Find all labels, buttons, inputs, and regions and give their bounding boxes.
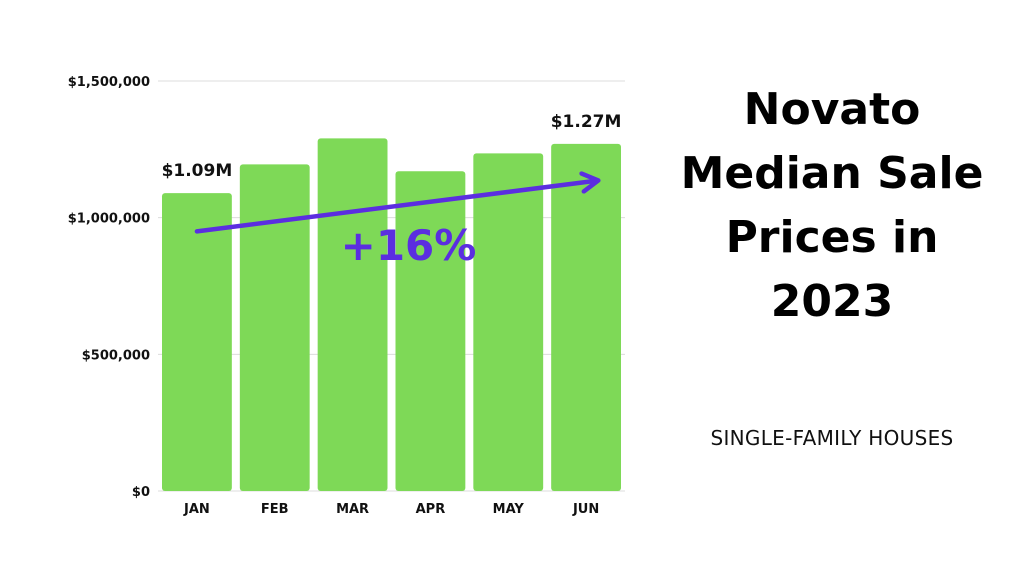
x-tick-label-apr: APR — [416, 502, 446, 517]
x-tick-label-jun: JUN — [572, 502, 599, 517]
chart-subtitle: SINGLE-FAMILY HOUSES — [710, 426, 954, 450]
chart-title: Novato Median Sale Prices in 2023 — [640, 78, 1024, 334]
data-label-jun: $1.27M — [551, 112, 622, 132]
trend-annotation: +16% — [194, 171, 601, 270]
data-labels: $1.09M $1.27M — [162, 112, 622, 181]
bars — [162, 138, 621, 492]
bar-may — [473, 153, 544, 491]
y-tick-label-1500000: $1,500,000 — [68, 75, 150, 90]
bar-jan — [162, 193, 232, 492]
gridlines — [158, 80, 625, 492]
trend-percent-label: +16% — [341, 221, 477, 270]
x-tick-label-feb: FEB — [261, 502, 289, 517]
x-tick-label-mar: MAR — [336, 502, 369, 517]
title-line-4: 2023 — [770, 276, 894, 327]
title-line-2: Median Sale — [680, 148, 984, 199]
y-tick-label-1000000: $1,000,000 — [68, 212, 150, 227]
y-axis: $0 $500,000 $1,000,000 $1,500,000 — [68, 75, 150, 500]
x-tick-label-may: MAY — [493, 502, 525, 517]
y-tick-label-500000: $500,000 — [82, 348, 150, 363]
title-line-1: Novato — [743, 84, 921, 135]
bar-jun — [551, 143, 621, 491]
y-tick-label-0: $0 — [132, 485, 150, 500]
data-label-jan: $1.09M — [162, 161, 233, 181]
bar-chart: $0 $500,000 $1,000,000 $1,500,000 JAN FEB MAR… — [68, 75, 625, 517]
bar-mar — [317, 138, 388, 491]
trend-arrow — [194, 171, 601, 234]
x-tick-label-jan: JAN — [183, 502, 210, 517]
x-axis: JAN FEB MAR APR MAY JUN — [183, 502, 599, 517]
title-line-3: Prices in — [725, 212, 939, 263]
bar-feb — [239, 164, 310, 491]
bar-apr — [395, 171, 466, 491]
